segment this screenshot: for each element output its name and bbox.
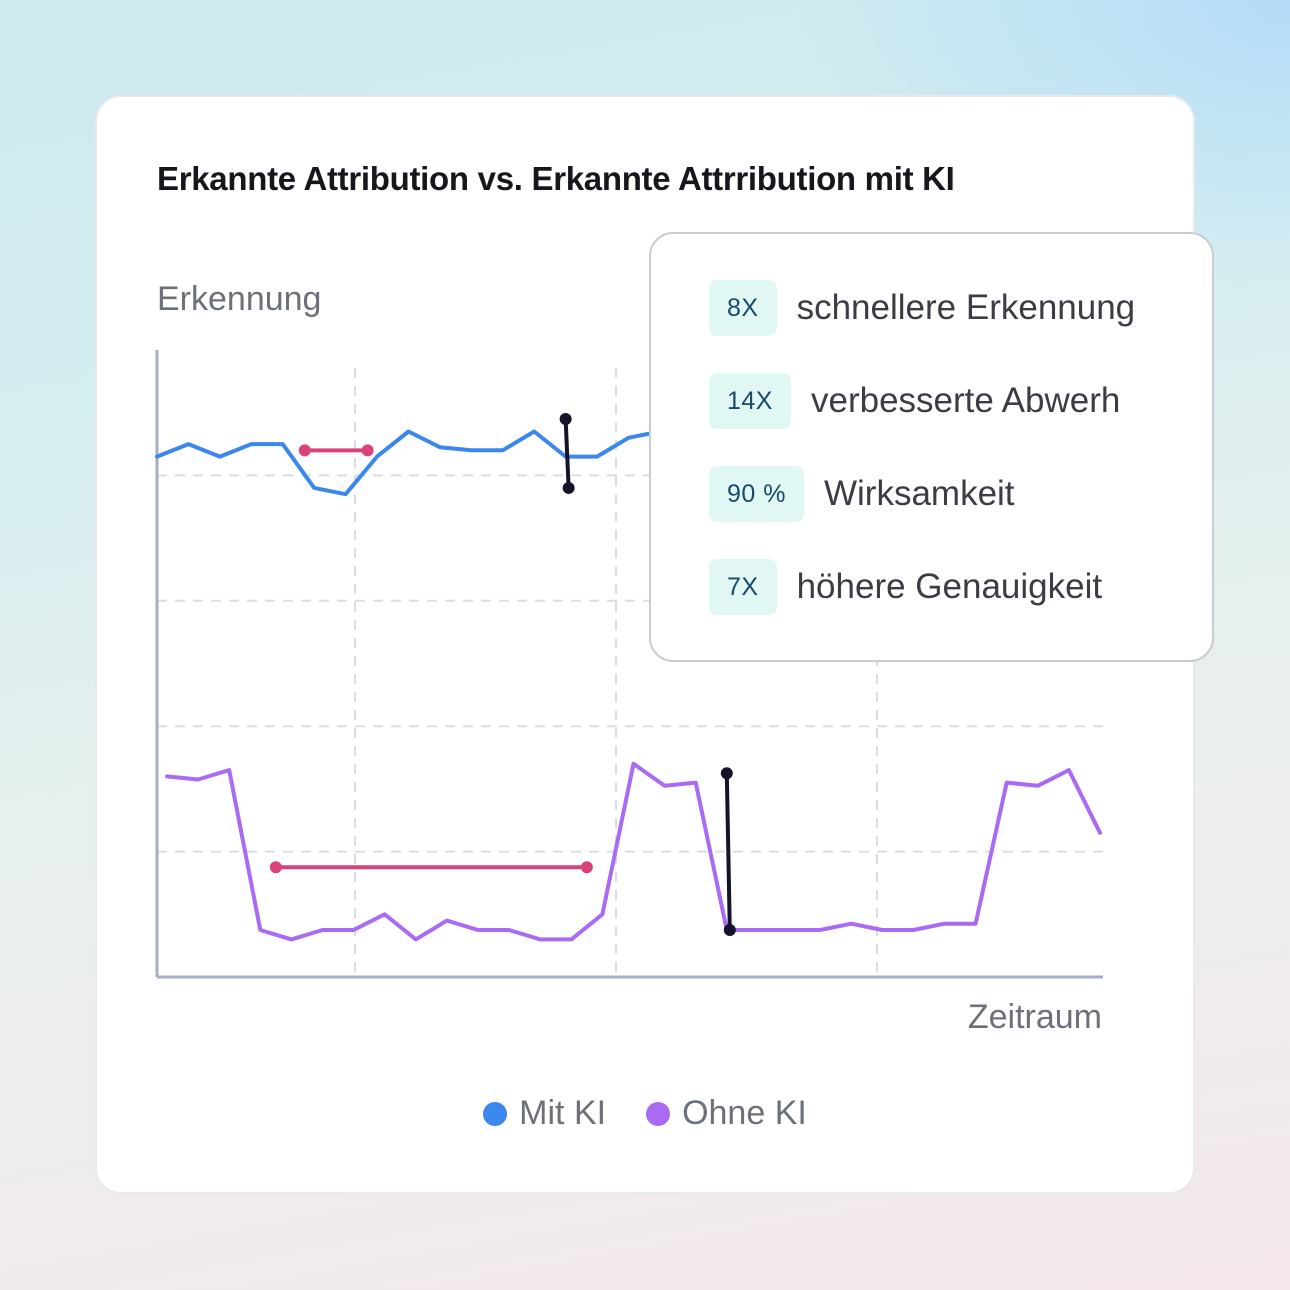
- series-line-mit-ki: [155, 429, 662, 497]
- range-annotation-start: [298, 444, 311, 457]
- stat-badge: 14X: [709, 373, 791, 429]
- stat-text: Wirksamkeit: [823, 474, 1015, 513]
- stat-row: 90 % Wirksamkeit: [709, 466, 1015, 522]
- marker-annotation-bottom: [562, 481, 575, 494]
- marker-annotation: [563, 418, 571, 489]
- marker-annotation-bottom: [723, 923, 736, 936]
- legend: Mit KI Ohne KI: [0, 1094, 1290, 1133]
- chart-title: Erkannte Attribution vs. Erkannte Attrri…: [157, 160, 955, 197]
- series-line-ohne-ki: [165, 761, 1102, 942]
- stat-row: 8X schnellere Erkennung: [709, 280, 1135, 336]
- stat-badge: 90 %: [709, 466, 804, 522]
- range-annotation-end: [580, 861, 593, 874]
- legend-label: Mit KI: [519, 1094, 607, 1132]
- marker-annotation-top: [720, 767, 733, 780]
- marker-annotation: [724, 773, 732, 931]
- stat-badge: 7X: [709, 559, 777, 615]
- stat-badge: 8X: [709, 280, 777, 336]
- marker-annotation-top: [559, 412, 572, 425]
- legend-swatch-mit-ki: [483, 1101, 508, 1126]
- range-annotation-end: [361, 444, 374, 457]
- stat-row: 7X höhere Genauigkeit: [709, 559, 1102, 615]
- stat-text: schnellere Erkennung: [796, 288, 1136, 327]
- legend-item-ohne-ki[interactable]: Ohne KI: [646, 1094, 807, 1133]
- legend-item-mit-ki[interactable]: Mit KI: [483, 1094, 606, 1133]
- stat-text: höhere Genauigkeit: [796, 567, 1103, 606]
- x-axis-label: Zeitraum: [967, 998, 1102, 1036]
- y-axis-label: Erkennung: [157, 280, 322, 318]
- stats-panel: 8X schnellere Erkennung 14X verbesserte …: [649, 232, 1214, 662]
- legend-swatch-ohne-ki: [646, 1101, 671, 1126]
- range-annotation-start: [269, 861, 282, 874]
- stat-row: 14X verbesserte Abwerh: [709, 373, 1120, 429]
- legend-label: Ohne KI: [682, 1094, 807, 1132]
- stat-text: verbesserte Abwerh: [810, 381, 1121, 420]
